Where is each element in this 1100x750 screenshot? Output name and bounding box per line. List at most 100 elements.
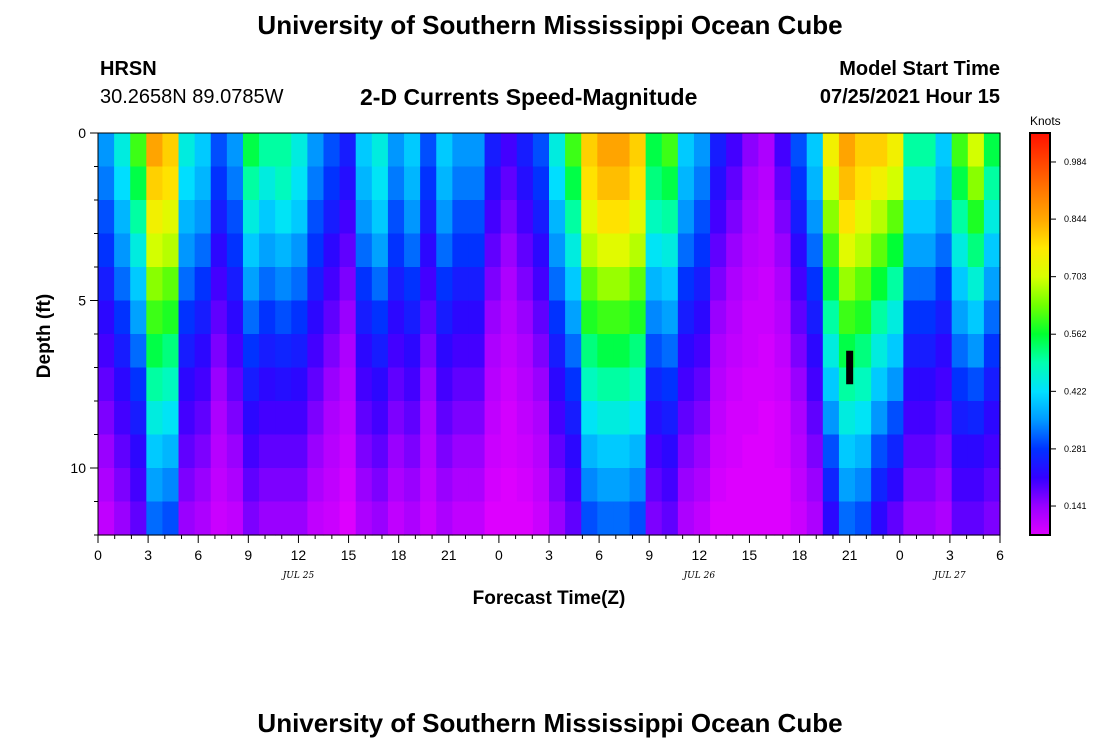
heatmap-cell bbox=[903, 434, 921, 469]
heatmap-cell bbox=[710, 434, 727, 469]
heatmap-cell bbox=[323, 233, 341, 268]
heatmap-cell bbox=[758, 200, 776, 235]
heatmap-cell bbox=[887, 501, 904, 536]
heatmap-cell bbox=[226, 133, 244, 168]
heatmap-cell bbox=[371, 166, 389, 201]
heatmap-cell bbox=[967, 200, 985, 235]
heatmap-cell bbox=[806, 334, 824, 369]
heatmap-cell bbox=[855, 300, 872, 335]
heatmap-cell bbox=[661, 468, 679, 503]
heatmap-cell bbox=[146, 267, 164, 302]
heatmap-cell bbox=[790, 468, 808, 503]
x-tick-label: 3 bbox=[545, 547, 553, 563]
heatmap-cell bbox=[226, 300, 244, 335]
heatmap-cell bbox=[259, 468, 276, 503]
heatmap-cell bbox=[226, 468, 244, 503]
heatmap-cell bbox=[259, 401, 276, 436]
heatmap-cell bbox=[500, 401, 518, 436]
heatmap-cell bbox=[532, 367, 550, 402]
heatmap-cell bbox=[355, 434, 373, 469]
heatmap-cell bbox=[951, 267, 969, 302]
day-label: JUL 26 bbox=[682, 571, 716, 581]
heatmap-cell bbox=[806, 267, 824, 302]
heatmap-cell bbox=[532, 334, 550, 369]
heatmap-cell bbox=[436, 367, 453, 402]
heatmap-cell bbox=[387, 166, 405, 201]
heatmap-cell bbox=[500, 267, 518, 302]
heatmap-cell bbox=[967, 334, 985, 369]
heatmap-cell bbox=[98, 233, 115, 268]
heatmap-cell bbox=[259, 133, 276, 168]
heatmap-cell bbox=[291, 267, 308, 302]
heatmap-cell bbox=[693, 334, 711, 369]
heatmap-cell bbox=[98, 133, 115, 168]
heatmap-cell bbox=[919, 267, 937, 302]
heatmap-cell bbox=[855, 367, 872, 402]
colorbar-tick-label: 0.703 bbox=[1064, 272, 1087, 282]
heatmap-cell bbox=[758, 334, 776, 369]
heatmap-cell bbox=[790, 133, 808, 168]
heatmap-cell bbox=[613, 200, 631, 235]
heatmap-cell bbox=[597, 267, 615, 302]
heatmap-cell bbox=[355, 267, 373, 302]
heatmap-cell bbox=[194, 434, 212, 469]
heatmap-cell bbox=[500, 166, 518, 201]
heatmap-cell bbox=[452, 267, 470, 302]
heatmap-cell bbox=[726, 367, 743, 402]
heatmap-cell bbox=[822, 334, 840, 369]
heatmap-cell bbox=[98, 334, 115, 369]
colorbar-ticks: 0.984 0.844 0.703 0.562 0.422 0.281 0.141 bbox=[1050, 157, 1087, 511]
heatmap-cell bbox=[242, 200, 260, 235]
heatmap-cell bbox=[693, 501, 711, 536]
heatmap-cell bbox=[871, 468, 888, 503]
heatmap-cell bbox=[516, 166, 534, 201]
heatmap-cell bbox=[806, 200, 824, 235]
heatmap-cell bbox=[452, 233, 470, 268]
heatmap-cell bbox=[114, 200, 131, 235]
heatmap-cell bbox=[452, 300, 470, 335]
heatmap-cell bbox=[951, 434, 969, 469]
heatmap-cell bbox=[806, 300, 824, 335]
heatmap-cell bbox=[629, 434, 647, 469]
heatmap-cell bbox=[242, 401, 260, 436]
heatmap-cell bbox=[339, 367, 357, 402]
heatmap-cell bbox=[919, 334, 937, 369]
heatmap-cell bbox=[903, 166, 921, 201]
heatmap-cell bbox=[484, 166, 502, 201]
heatmap-cell bbox=[726, 233, 743, 268]
heatmap-cell bbox=[581, 233, 598, 268]
heatmap-cell bbox=[98, 367, 115, 402]
heatmap-cell bbox=[452, 468, 470, 503]
heatmap-cell bbox=[532, 267, 550, 302]
heatmap-cell bbox=[178, 200, 196, 235]
heatmap-cell bbox=[291, 133, 308, 168]
heatmap-cell bbox=[629, 300, 647, 335]
heatmap-cell bbox=[774, 166, 792, 201]
heatmap-cell bbox=[291, 166, 308, 201]
heatmap-cell bbox=[307, 401, 325, 436]
heatmap-cell bbox=[484, 300, 502, 335]
heatmap-cell bbox=[484, 501, 502, 536]
heatmap-cell bbox=[597, 334, 615, 369]
heatmap-cell bbox=[806, 468, 824, 503]
heatmap-cell bbox=[452, 200, 470, 235]
heatmap-cell bbox=[838, 233, 856, 268]
heatmap-cell bbox=[565, 200, 582, 235]
x-tick-label: 15 bbox=[341, 547, 357, 563]
heatmap-cell bbox=[822, 233, 840, 268]
heatmap-cell bbox=[307, 501, 325, 536]
heatmap-cell bbox=[516, 334, 534, 369]
colorbar-units: Knots bbox=[1030, 114, 1061, 128]
heatmap-cell bbox=[210, 501, 228, 536]
heatmap-cell bbox=[436, 200, 453, 235]
heatmap-cell bbox=[935, 501, 953, 536]
heatmap-cell bbox=[275, 200, 292, 235]
x-tick-label: 3 bbox=[946, 547, 954, 563]
heatmap-cell bbox=[98, 401, 115, 436]
heatmap-cell bbox=[838, 200, 856, 235]
heatmap-cell bbox=[387, 233, 405, 268]
heatmap-cell bbox=[855, 133, 872, 168]
heatmap-cell bbox=[436, 267, 453, 302]
heatmap-cell bbox=[178, 468, 196, 503]
heatmap-cell bbox=[871, 166, 888, 201]
